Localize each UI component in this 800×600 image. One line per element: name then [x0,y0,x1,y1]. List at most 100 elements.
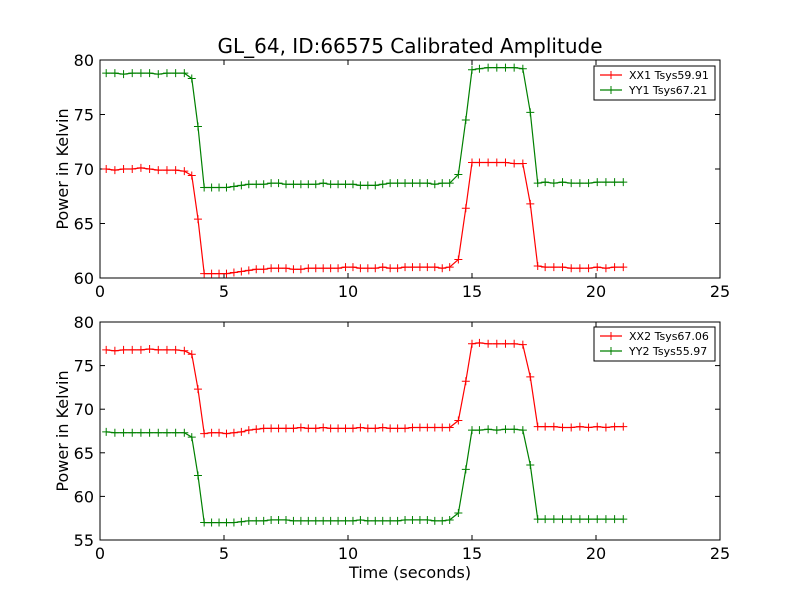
x-tick-label: 0 [95,544,105,563]
data-point-yy1 [593,178,602,187]
chart-title: GL_64, ID:66575 Calibrated Amplitude [217,34,602,58]
data-point-xx2 [475,338,484,347]
data-point-xx2 [468,339,476,348]
data-point-yy2 [356,515,365,524]
data-point-xx2 [526,372,535,381]
data-point-xx2 [610,422,619,431]
data-point-yy1 [461,115,470,124]
data-point-xx2 [326,424,335,433]
x-tick-label: 10 [338,544,358,563]
data-point-yy2 [510,425,519,434]
data-point-xx1 [215,269,224,278]
data-point-xx1 [408,263,417,272]
data-point-yy2 [289,516,298,525]
data-point-xx1 [461,204,470,213]
data-point-yy1 [193,122,202,131]
data-point-xx1 [171,166,180,175]
data-point-xx2 [334,424,343,433]
data-point-xx1 [229,268,238,277]
data-point-yy1 [252,180,261,189]
data-point-xx1 [319,264,328,273]
bottom-plot-series [102,338,628,527]
data-point-yy2 [154,428,163,437]
data-point-yy2 [237,517,246,526]
data-point-yy2 [501,425,510,434]
data-point-xx1 [484,158,493,167]
data-point-yy1 [510,63,519,72]
bottom-plot-xlabel: Time (seconds) [348,563,471,582]
data-point-xx1 [128,165,137,173]
bottom-plot-panel: 0 5 10 15 20 25 55 60 65 70 75 80 Power in Kelvin T… [53,313,730,582]
data-point-yy1 [584,179,593,188]
x-tick-label: 0 [95,282,105,301]
data-point-xx1 [334,264,343,273]
data-point-yy1 [341,180,350,189]
data-point-yy1 [371,181,380,190]
data-point-xx1 [371,264,380,273]
data-point-yy1 [304,180,313,189]
data-point-yy1 [207,183,216,192]
data-point-yy1 [438,179,447,188]
y-tick-label: 70 [74,400,94,419]
data-point-yy2 [200,518,209,527]
data-point-xx1 [584,264,593,273]
data-point-yy2 [593,515,602,524]
top-plot-legend: XX1 Tsys59.91 YY1 Tsys67.21 [593,65,716,101]
data-point-xx2 [461,377,470,386]
data-point-xx1 [619,263,628,272]
data-point-xx1 [393,264,402,273]
data-point-yy2 [136,428,145,437]
data-point-xx1 [237,267,246,276]
data-point-xx2 [154,345,163,354]
data-point-yy2 [193,471,202,480]
x-tick-label: 10 [338,282,358,301]
data-point-xx1 [378,263,387,272]
data-point-yy2 [492,426,501,435]
data-point-yy1 [363,181,372,190]
data-point-xx1 [510,159,519,168]
data-point-yy2 [267,515,276,524]
data-point-xx2 [145,345,154,354]
data-point-xx2 [549,422,558,431]
data-point-yy2 [619,515,628,524]
top-legend-box [593,65,716,101]
data-point-xx2 [229,428,238,437]
data-point-yy1 [259,180,268,189]
data-point-xx1 [454,255,463,264]
data-point-xx2 [187,350,196,359]
data-point-xx1 [244,266,253,275]
data-point-yy1 [244,180,253,189]
data-point-xx2 [371,424,380,433]
data-point-yy1 [501,63,510,72]
data-point-xx1 [567,264,576,273]
data-point-xx1 [386,264,395,273]
data-point-xx2 [252,425,261,434]
data-point-yy1 [445,179,454,188]
bottom-plot-ylabel: Power in Kelvin [53,370,72,491]
data-point-yy1 [575,179,584,188]
data-point-xx1 [341,263,350,272]
data-point-yy1 [423,179,432,188]
data-point-yy1 [386,179,395,188]
data-point-xx1 [282,264,290,273]
y-tick-label: 60 [74,269,94,288]
data-point-xx2 [533,422,542,431]
data-point-xx1 [304,264,313,273]
bottom-plot-legend: XX2 Tsys67.06 YY2 Tsys55.97 [593,326,716,362]
data-point-yy2 [378,516,387,525]
data-point-xx2 [510,339,519,348]
data-point-xx1 [533,262,542,271]
data-point-xx1 [252,265,261,274]
data-point-yy2 [363,516,372,525]
data-point-yy2 [341,516,350,525]
data-point-xx2 [386,424,395,433]
data-point-yy1 [378,180,387,189]
data-point-xx1 [110,166,119,175]
data-point-yy1 [541,178,550,187]
data-point-xx1 [356,264,365,273]
bottom-legend-label-yy2: YY2 Tsys55.97 [628,345,707,358]
data-point-yy2 [475,426,484,435]
x-tick-label: 5 [219,282,229,301]
data-point-xx2 [593,422,602,431]
data-point-xx1 [501,158,510,167]
